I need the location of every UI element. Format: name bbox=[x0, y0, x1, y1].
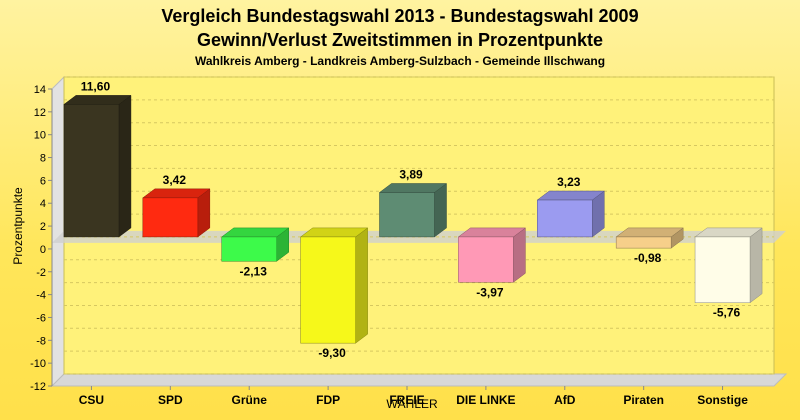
bar-side bbox=[513, 227, 526, 283]
value-labels: 11,60 3,42 -2,13 -9,30 3,89 -3,97 3,23 -0,98 -5,… bbox=[81, 79, 741, 360]
value-label: -5,76 bbox=[713, 306, 741, 320]
value-label: 11,60 bbox=[81, 79, 111, 93]
y-tick-label: 2 bbox=[40, 221, 46, 233]
y-axis: 14 12 10 8 6 4 2 0 -2 -4 -6 -8 -10 -12 bbox=[30, 84, 53, 393]
bar-top bbox=[142, 188, 211, 199]
chart-subtitle: Gewinn/Verlust Zweitstimmen in Prozentpu… bbox=[197, 30, 603, 50]
x-tick-label: AfD bbox=[554, 393, 576, 407]
bars bbox=[63, 94, 763, 344]
y-tick-label: 10 bbox=[34, 130, 46, 142]
bar-top bbox=[63, 95, 132, 105]
y-axis-label: Prozentpunkte bbox=[11, 187, 25, 265]
bar-sonstige bbox=[694, 227, 763, 304]
bar-top bbox=[536, 190, 606, 201]
y-tick-label: -4 bbox=[36, 290, 46, 302]
bar-front bbox=[142, 197, 199, 238]
bar-front bbox=[300, 236, 356, 344]
value-label: -2,13 bbox=[240, 264, 268, 278]
x-tick-label: FDP bbox=[316, 393, 340, 407]
bar-front bbox=[458, 236, 514, 283]
y-tick-label: -12 bbox=[30, 381, 46, 393]
x-tick-label: CSU bbox=[79, 393, 104, 407]
value-label: 3,89 bbox=[399, 167, 423, 181]
x-tick-label: SPD bbox=[158, 393, 183, 407]
y-tick-label: 14 bbox=[34, 84, 46, 96]
bar-top bbox=[457, 227, 527, 238]
value-label: 3,42 bbox=[163, 173, 187, 187]
bar-side bbox=[118, 94, 132, 238]
bar-top bbox=[694, 227, 763, 238]
bar-top bbox=[378, 183, 448, 193]
bar-top bbox=[299, 227, 369, 238]
y-tick-label: 4 bbox=[40, 198, 46, 210]
x-tick-label: DIE LINKE bbox=[456, 393, 515, 407]
bar-grüne bbox=[220, 227, 290, 262]
bar-spd bbox=[142, 188, 211, 238]
bar-front bbox=[694, 236, 751, 303]
x-tick-label: Grüne bbox=[232, 393, 268, 407]
y-tick-label: -2 bbox=[36, 267, 46, 279]
bar-piraten bbox=[615, 227, 684, 249]
bar-front bbox=[221, 236, 277, 262]
x-tick-label: FREIE bbox=[389, 393, 424, 407]
y-tick-label: -6 bbox=[36, 312, 46, 324]
bar-top bbox=[615, 227, 684, 238]
y-tick-label: 6 bbox=[40, 175, 46, 187]
y-tick-label: -8 bbox=[36, 335, 46, 347]
y-tick-label: 8 bbox=[40, 153, 46, 165]
x-axis-label: WÄHLER bbox=[386, 397, 438, 411]
plot-floor bbox=[50, 373, 788, 387]
bar-top bbox=[220, 227, 290, 238]
bar-freie bbox=[378, 182, 448, 238]
bar-afd bbox=[536, 190, 606, 238]
bar-front bbox=[537, 199, 593, 238]
y-tick-label: -10 bbox=[30, 358, 46, 370]
bar-side bbox=[355, 227, 368, 344]
value-label: -0,98 bbox=[634, 251, 662, 265]
bar-front bbox=[379, 192, 435, 238]
y-tick-label: 12 bbox=[34, 107, 46, 119]
x-axis: CSU SPD Grüne FDP FREIE DIE LINKE AfD Piraten So… bbox=[79, 386, 748, 407]
bar-side bbox=[749, 227, 763, 304]
bar-csu bbox=[63, 94, 132, 238]
bar-fdp bbox=[299, 227, 369, 344]
chart-subsubtitle: Wahlkreis Amberg - Landkreis Amberg-Sulz… bbox=[195, 54, 605, 68]
bar-front bbox=[615, 236, 672, 249]
plot-left-wall bbox=[51, 75, 65, 388]
value-label: -3,97 bbox=[476, 285, 504, 299]
chart-title: Vergleich Bundestagswahl 2013 - Bundesta… bbox=[161, 6, 638, 26]
y-tick-label: 0 bbox=[40, 244, 46, 256]
x-tick-label: Sonstige bbox=[697, 393, 748, 407]
bar-front bbox=[63, 104, 120, 238]
value-label: -9,30 bbox=[318, 346, 346, 360]
bar-side bbox=[434, 182, 447, 238]
bar-die-linke bbox=[457, 227, 527, 283]
value-label: 3,23 bbox=[557, 175, 581, 189]
x-tick-label: Piraten bbox=[623, 393, 664, 407]
